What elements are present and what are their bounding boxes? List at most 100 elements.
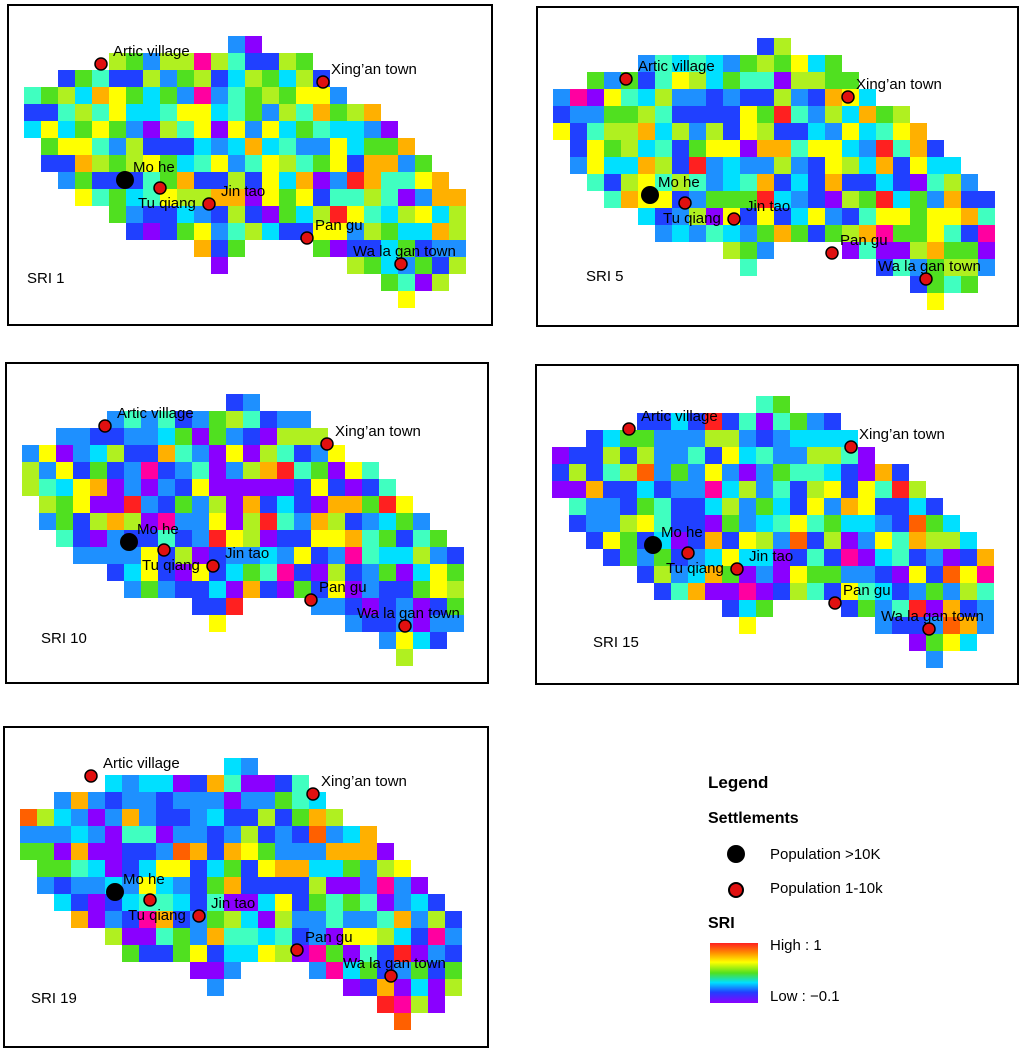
legend-settlements-heading: Settlements: [708, 810, 799, 827]
sri-cell: [705, 464, 722, 481]
sri-cell: [706, 89, 723, 106]
sri-cell: [655, 89, 672, 106]
sri-cell: [740, 140, 757, 157]
sri-cell: [328, 581, 345, 598]
sri-cell: [124, 428, 141, 445]
sri-cell: [445, 962, 462, 979]
sri-cell: [398, 189, 415, 206]
sri-cell: [706, 106, 723, 123]
sri-cell: [175, 411, 192, 428]
sri-cell: [415, 155, 432, 172]
sri-cell: [275, 809, 292, 826]
sri-cell: [143, 138, 160, 155]
sri-cell: [73, 513, 90, 530]
sri-cell: [722, 481, 739, 498]
sri-cell: [39, 479, 56, 496]
sri-cell: [910, 140, 927, 157]
sri-cell: [224, 792, 241, 809]
sri-cell: [398, 223, 415, 240]
sri-cell: [587, 140, 604, 157]
sri-cell: [277, 462, 294, 479]
large-settlement-marker: [120, 533, 138, 551]
sri-cell: [177, 189, 194, 206]
sri-cell: [394, 894, 411, 911]
sri-cell: [226, 496, 243, 513]
sri-cell: [637, 481, 654, 498]
sri-cell: [655, 123, 672, 140]
sri-cell: [705, 549, 722, 566]
sri-cell: [209, 581, 226, 598]
sri-cell: [330, 104, 347, 121]
sri-cell: [143, 206, 160, 223]
sri-cell: [394, 1013, 411, 1030]
sri-cell: [909, 515, 926, 532]
sri-cell: [791, 157, 808, 174]
sri-cell: [326, 843, 343, 860]
sri-cell: [243, 394, 260, 411]
sri-cell: [379, 513, 396, 530]
sri-cell: [655, 225, 672, 242]
sri-cell: [377, 996, 394, 1013]
sri-cell: [825, 208, 842, 225]
sri-cell: [790, 447, 807, 464]
sri-cell: [773, 413, 790, 430]
sri-cell: [194, 172, 211, 189]
sri-cell: [92, 138, 109, 155]
sri-cell: [773, 515, 790, 532]
sri-cell: [875, 566, 892, 583]
sri-cell: [637, 413, 654, 430]
sri-cell: [58, 121, 75, 138]
sri-cell: [156, 843, 173, 860]
sri-cell: [394, 860, 411, 877]
sri-cell: [447, 615, 464, 632]
sri-cell: [194, 121, 211, 138]
sri-cell: [859, 208, 876, 225]
sri-cell: [824, 549, 841, 566]
sri-cell: [586, 498, 603, 515]
settlement-label: Xing’an town: [321, 773, 407, 790]
sri-cell: [126, 87, 143, 104]
sri-cell: [190, 809, 207, 826]
sri-cell: [655, 191, 672, 208]
sri-cell: [445, 928, 462, 945]
sri-cell: [245, 87, 262, 104]
sri-cell: [262, 70, 279, 87]
sri-cell: [362, 479, 379, 496]
sri-cell: [347, 206, 364, 223]
sri-cell: [126, 138, 143, 155]
sri-cell: [773, 498, 790, 515]
sri-cell: [190, 826, 207, 843]
sri-cell: [54, 860, 71, 877]
sri-cell: [774, 225, 791, 242]
settlement-marker: [727, 212, 741, 226]
sri-cell: [621, 140, 638, 157]
sri-cell: [876, 208, 893, 225]
sri-cell: [961, 191, 978, 208]
sri-cell: [143, 53, 160, 70]
sri-cell: [109, 206, 126, 223]
sri-cell: [75, 155, 92, 172]
sri-cell: [275, 894, 292, 911]
sri-cell: [876, 140, 893, 157]
sri-cell: [277, 581, 294, 598]
sri-cell: [875, 481, 892, 498]
map-sri5: Artic village Xing’an town Mo he Tu qiang Ji…: [553, 38, 995, 310]
sri-cell: [791, 89, 808, 106]
settlement-label: Xing’an town: [335, 423, 421, 440]
sri-cell: [739, 515, 756, 532]
sri-cell: [343, 979, 360, 996]
sri-cell: [211, 257, 228, 274]
sri-cell: [570, 123, 587, 140]
sri-cell: [309, 962, 326, 979]
sri-cell: [54, 826, 71, 843]
sri-cell: [207, 979, 224, 996]
sri-cell: [364, 240, 381, 257]
sri-cell: [774, 208, 791, 225]
sri-cell: [841, 498, 858, 515]
sri-cell: [739, 430, 756, 447]
sri-cell: [296, 53, 313, 70]
sri-cell: [258, 860, 275, 877]
sri-cell: [892, 549, 909, 566]
sri-cell: [90, 496, 107, 513]
sri-cell: [791, 140, 808, 157]
